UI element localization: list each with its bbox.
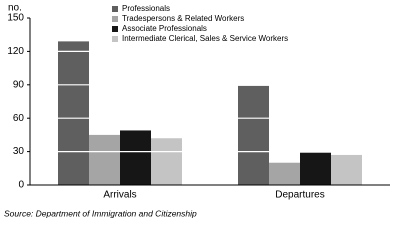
legend-text: Professionals [122, 4, 170, 13]
y-tick-label: 150 [7, 13, 24, 24]
y-tick-label: 120 [7, 46, 24, 57]
bar [269, 162, 300, 185]
x-tick-label: Departures [275, 190, 324, 201]
bar [151, 138, 182, 185]
legend-text: Tradespersons & Related Workers [122, 14, 244, 23]
legend-swatch [112, 6, 118, 12]
y-axis-label: no. [8, 3, 22, 14]
legend-text: Intermediate Clerical, Sales & Service W… [122, 34, 288, 43]
legend-swatch [112, 36, 118, 42]
y-tick-label: 60 [13, 113, 25, 124]
legend-swatch [112, 26, 118, 32]
chart: no. Source: Department of Immigration an… [4, 3, 390, 218]
y-tick-label: 0 [18, 180, 24, 191]
bar [238, 85, 269, 185]
bar [120, 130, 151, 185]
bar [89, 134, 120, 185]
bar [58, 41, 89, 185]
y-tick-label: 30 [13, 146, 25, 157]
bar [331, 154, 362, 185]
legend-swatch [112, 16, 118, 22]
y-tick-label: 90 [13, 79, 25, 90]
x-tick-label: Arrivals [103, 190, 136, 201]
legend-text: Associate Professionals [122, 24, 207, 33]
source-note: Source: Department of Immigration and Ci… [4, 208, 197, 218]
bar [300, 152, 331, 185]
